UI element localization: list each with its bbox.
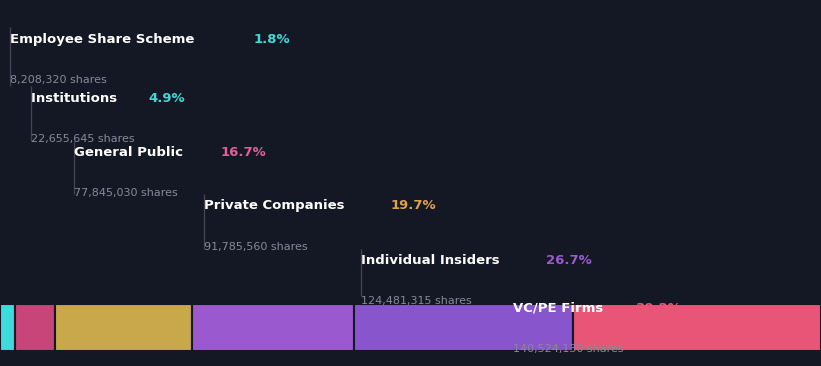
Bar — [192, 304, 354, 351]
Text: General Public: General Public — [74, 146, 187, 160]
Text: 4.9%: 4.9% — [149, 92, 185, 105]
Text: Private Companies: Private Companies — [204, 199, 349, 213]
Text: 22,655,645 shares: 22,655,645 shares — [31, 134, 135, 143]
Text: 77,845,030 shares: 77,845,030 shares — [74, 188, 177, 198]
Text: 8,208,320 shares: 8,208,320 shares — [10, 75, 107, 85]
Bar — [15, 304, 55, 351]
Text: 26.7%: 26.7% — [546, 254, 592, 268]
Bar — [55, 304, 192, 351]
Text: Employee Share Scheme: Employee Share Scheme — [10, 33, 199, 46]
Text: Institutions: Institutions — [31, 92, 122, 105]
Bar — [573, 304, 821, 351]
Text: 30.2%: 30.2% — [635, 302, 681, 315]
Text: 19.7%: 19.7% — [391, 199, 437, 213]
Text: 1.8%: 1.8% — [254, 33, 291, 46]
Text: Individual Insiders: Individual Insiders — [361, 254, 504, 268]
Bar — [0, 304, 15, 351]
Text: VC/PE Firms: VC/PE Firms — [513, 302, 608, 315]
Text: 124,481,315 shares: 124,481,315 shares — [361, 296, 472, 306]
Text: 140,524,130 shares: 140,524,130 shares — [513, 344, 624, 354]
Bar — [354, 304, 573, 351]
Text: 91,785,560 shares: 91,785,560 shares — [204, 242, 307, 251]
Text: 16.7%: 16.7% — [221, 146, 266, 160]
